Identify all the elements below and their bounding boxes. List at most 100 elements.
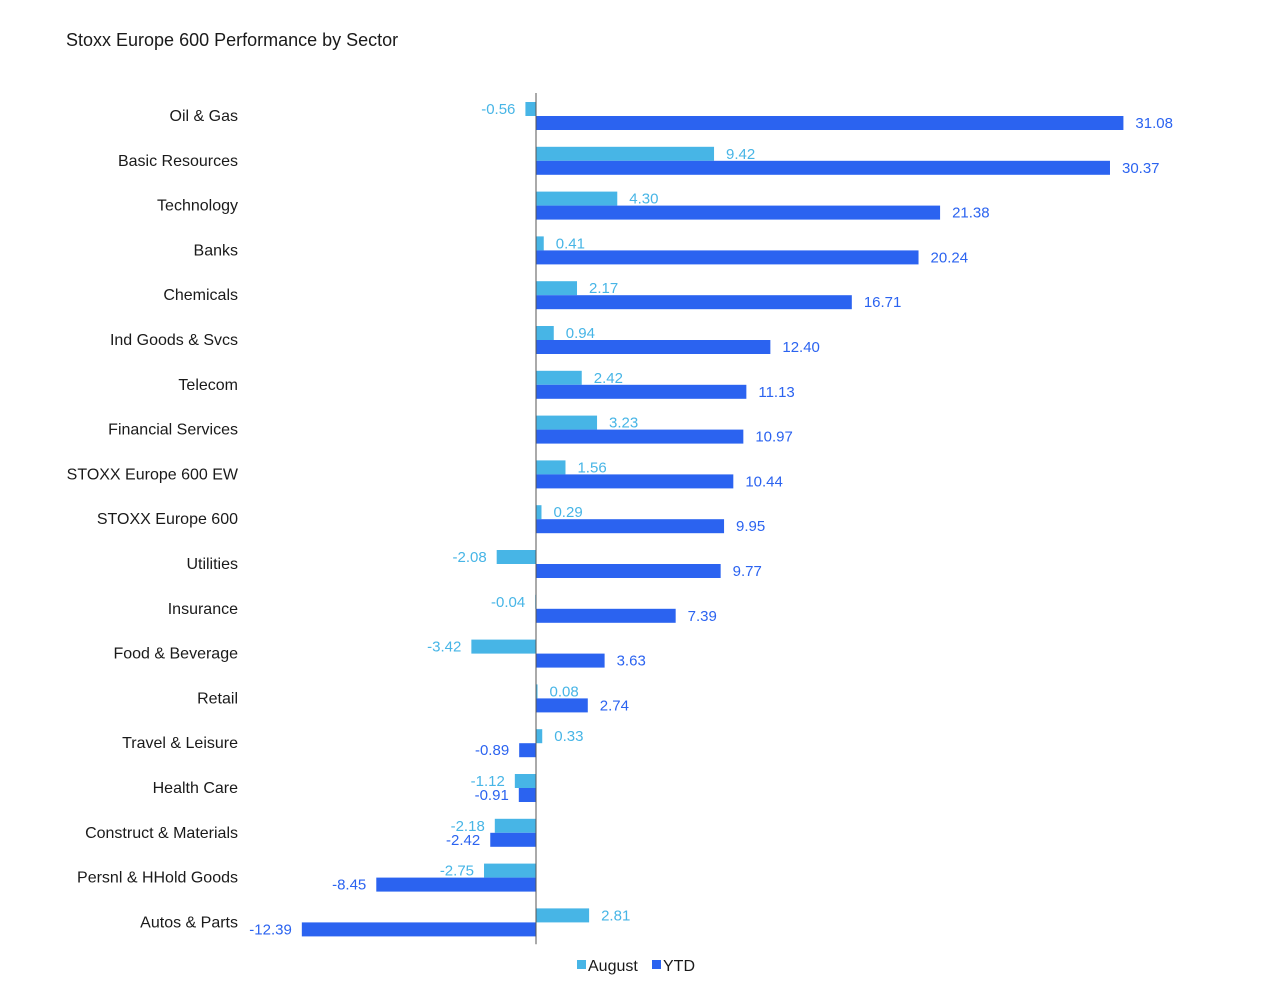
august-bar (536, 146, 715, 161)
ytd-bar (536, 608, 676, 623)
category-label: Chemicals (163, 287, 238, 304)
ytd-value-label: -8.45 (332, 877, 366, 894)
ytd-value-label: -0.91 (475, 787, 509, 804)
ytd-bar (536, 653, 605, 668)
category-label: Retail (197, 690, 238, 707)
ytd-value-label: 10.44 (745, 473, 783, 490)
ytd-value-label: 31.08 (1135, 115, 1173, 132)
category-label: Food & Beverage (113, 646, 238, 663)
ytd-bar (536, 698, 588, 713)
legend-label-august: August (588, 958, 638, 975)
ytd-bar (536, 474, 734, 489)
ytd-value-label: 10.97 (755, 429, 793, 446)
august-bar (525, 102, 536, 116)
ytd-bar (536, 295, 852, 310)
legend-label-ytd: YTD (663, 958, 695, 975)
ytd-bar (536, 564, 721, 578)
ytd-value-label: 12.40 (782, 339, 820, 356)
ytd-bar (536, 429, 744, 444)
legend: August YTD (577, 958, 695, 975)
ytd-value-label: -0.89 (475, 742, 509, 759)
august-value-label: 2.81 (601, 907, 630, 924)
category-label: Insurance (168, 601, 238, 618)
august-value-label: 0.29 (553, 504, 582, 521)
ytd-value-label: 2.74 (600, 697, 629, 714)
ytd-bar (518, 788, 536, 802)
category-label: Oil & Gas (170, 108, 238, 125)
ytd-bar (536, 519, 725, 534)
ytd-bar (536, 340, 771, 354)
ytd-value-label: -12.39 (249, 921, 292, 938)
august-value-label: 0.33 (554, 728, 583, 745)
ytd-bar (301, 922, 536, 937)
ytd-bar (536, 250, 919, 265)
category-label: STOXX Europe 600 EW (67, 466, 239, 483)
august-bar (536, 191, 618, 206)
category-label: Technology (157, 198, 238, 215)
ytd-value-label: -2.42 (446, 832, 480, 849)
category-label: Financial Services (108, 422, 238, 439)
august-bar (484, 863, 536, 878)
august-value-label: 0.94 (566, 325, 595, 342)
ytd-bar (490, 832, 536, 847)
bars-layer (301, 102, 1124, 937)
august-value-label: 3.23 (609, 415, 638, 432)
august-bar (494, 818, 536, 833)
ytd-value-label: 9.77 (733, 563, 762, 580)
august-value-label: -2.75 (440, 863, 474, 880)
category-label: Health Care (153, 780, 238, 797)
ytd-value-label: 30.37 (1122, 160, 1160, 177)
ytd-value-label: 21.38 (952, 205, 990, 222)
ytd-bar (536, 205, 941, 220)
august-bar (536, 370, 582, 385)
august-value-label: -2.08 (452, 549, 486, 566)
august-value-label: 0.41 (556, 235, 585, 252)
ytd-value-label: 3.63 (617, 653, 646, 670)
category-label: Ind Goods & Svcs (110, 332, 238, 349)
august-bar (496, 550, 536, 564)
august-value-label: 1.56 (577, 459, 606, 476)
ytd-bar (536, 384, 747, 399)
category-label: Banks (194, 242, 238, 259)
august-value-label: -0.04 (491, 594, 525, 611)
chart-title: Stoxx Europe 600 Performance by Sector (66, 30, 399, 50)
august-bar (536, 729, 543, 744)
august-bar (536, 684, 538, 699)
august-bar (536, 505, 542, 520)
august-value-label: 2.42 (594, 370, 623, 387)
august-value-label: -3.42 (427, 639, 461, 656)
ytd-bar (536, 160, 1110, 175)
ytd-bar (376, 877, 536, 892)
legend-swatch-august (577, 960, 586, 969)
august-bar (536, 326, 554, 340)
ytd-value-label: 7.39 (688, 608, 717, 625)
category-label: Telecom (178, 377, 238, 394)
august-value-label: 0.08 (550, 683, 579, 700)
august-value-label: -1.12 (471, 773, 505, 790)
category-label: Basic Resources (118, 153, 238, 170)
ytd-bar (519, 743, 536, 758)
labels-layer: Oil & Gas -0.56 31.08 Basic Resources 9.42 30… (67, 101, 1173, 938)
legend-swatch-ytd (652, 960, 661, 969)
category-label: Travel & Leisure (122, 735, 238, 752)
august-bar (536, 236, 544, 251)
ytd-value-label: 20.24 (931, 249, 969, 266)
category-label: Persnl & HHold Goods (77, 870, 238, 887)
august-bar (536, 281, 578, 296)
category-label: Utilities (186, 556, 238, 573)
category-label: Autos & Parts (140, 914, 238, 931)
august-bar (471, 639, 536, 654)
august-value-label: 4.30 (629, 191, 658, 208)
august-bar (514, 774, 536, 788)
ytd-value-label: 9.95 (736, 518, 765, 535)
august-value-label: -0.56 (481, 101, 515, 118)
august-bar (536, 415, 598, 430)
ytd-value-label: 16.71 (864, 294, 902, 311)
august-bar (536, 460, 566, 475)
august-value-label: 2.17 (589, 280, 618, 297)
ytd-value-label: 11.13 (758, 384, 794, 401)
category-label: STOXX Europe 600 (97, 511, 238, 528)
ytd-bar (536, 116, 1124, 130)
august-value-label: 9.42 (726, 146, 755, 163)
